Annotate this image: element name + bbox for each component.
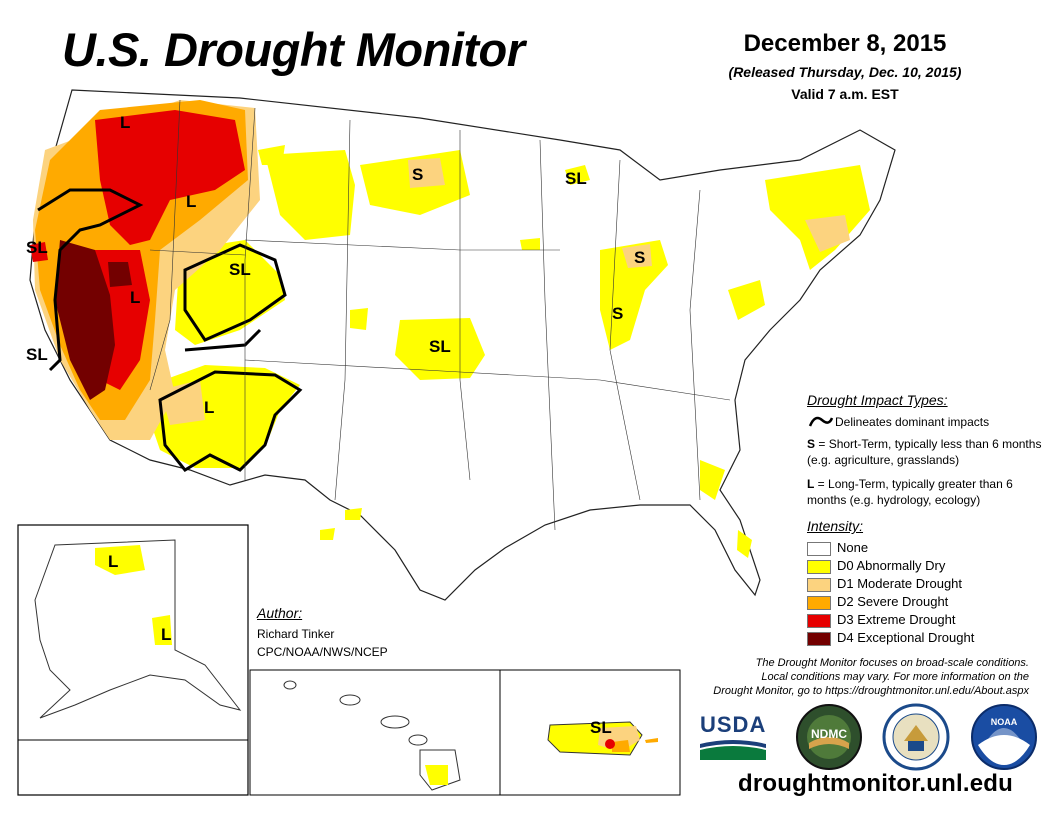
short-term-desc: S = Short-Term, typically less than 6 mo…: [807, 436, 1047, 468]
long-term-text: = Long-Term, typically greater than 6 mo…: [807, 477, 1013, 507]
author-org: CPC/NOAA/NWS/NCEP: [257, 645, 388, 659]
intensity-row-d3: D3 Extreme Drought: [807, 612, 956, 628]
label-sl-nor-cal: SL: [26, 238, 48, 257]
intensity-row-d0: D0 Abnormally Dry: [807, 558, 945, 574]
page-title: U.S. Drought Monitor: [62, 23, 525, 76]
intensity-label-d1: D1 Moderate Drought: [837, 576, 963, 591]
label-puerto-rico: SL: [590, 718, 612, 737]
label-southwest: L: [204, 398, 215, 417]
state-borders: [149, 99, 731, 531]
intensity-row-d4: D4 Exceptional Drought: [807, 630, 974, 646]
intensity-label-d0: D0 Abnormally Dry: [837, 558, 946, 573]
d0-areas: [148, 145, 870, 558]
footer-note-line1: The Drought Monitor focuses on broad-sca…: [755, 657, 1029, 669]
swatch-d4: [807, 631, 831, 646]
ndmc-logo-text: NDMC: [811, 727, 847, 741]
alaska-outline: [34, 539, 242, 719]
site-url[interactable]: droughtmonitor.unl.edu: [738, 770, 1014, 797]
noaa-logo-text: NOAA: [990, 717, 1018, 727]
label-sl-upper-mi: SL: [565, 169, 587, 188]
footer-note: The Drought Monitor focuses on broad-sca…: [664, 656, 1029, 698]
noaa-logo: NOAA: [970, 703, 1038, 776]
label-alaska-east: L: [161, 625, 172, 644]
footer-note-line2: Local conditions may vary. For more info…: [761, 671, 1029, 683]
label-michigan: S: [634, 248, 646, 267]
short-term-key: S: [807, 437, 816, 451]
label-sl-utah: SL: [229, 260, 251, 279]
usda-logo-text: USDA: [700, 712, 767, 737]
usda-logo: USDA: [700, 712, 770, 762]
valid-time: Valid 7 a.m. EST: [791, 86, 899, 102]
label-sl-kansas: SL: [429, 337, 451, 356]
ndmc-logo: NDMC: [795, 703, 863, 776]
delineates-line-icon: [808, 416, 834, 427]
map-date: December 8, 2015: [743, 30, 947, 57]
footer-note-line3[interactable]: Drought Monitor, go to https://droughtmo…: [713, 685, 1029, 697]
swatch-none: [807, 541, 831, 556]
label-central-cal: L: [130, 288, 141, 307]
impact-types-heading: Drought Impact Types:: [807, 392, 948, 408]
d4-areas: [55, 240, 132, 400]
usda-logo-mark: [700, 740, 766, 760]
author-heading: Author:: [257, 605, 303, 621]
release-date: (Released Thursday, Dec. 10, 2015): [728, 64, 962, 80]
long-term-key: L: [807, 477, 815, 491]
label-idaho: L: [186, 192, 197, 211]
author-name: Richard Tinker: [257, 627, 335, 641]
intensity-row-d1: D1 Moderate Drought: [807, 576, 962, 592]
intensity-heading: Intensity:: [807, 518, 864, 534]
short-term-text: = Short-Term, typically less than 6 mont…: [807, 437, 1042, 467]
swatch-d1: [807, 577, 831, 592]
intensity-row-d2: D2 Severe Drought: [807, 594, 948, 610]
intensity-label-d2: D2 Severe Drought: [837, 594, 949, 609]
long-term-desc: L = Long-Term, typically greater than 6 …: [807, 476, 1047, 508]
swatch-d3: [807, 613, 831, 628]
label-indiana: S: [612, 304, 624, 323]
swatch-d0: [807, 559, 831, 574]
intensity-label-d4: D4 Exceptional Drought: [837, 630, 975, 645]
label-pnw: L: [120, 113, 131, 132]
noaa-logo-seal: [971, 704, 1037, 770]
intensity-row-none: None: [807, 540, 868, 556]
intensity-label-d3: D3 Extreme Drought: [837, 612, 956, 627]
swatch-d2: [807, 595, 831, 610]
label-alaska-north: L: [108, 552, 119, 571]
label-sl-so-cal: SL: [26, 345, 48, 364]
delineates-text: Delineates dominant impacts: [835, 415, 990, 429]
ndmc-logo-seal: [796, 704, 862, 770]
label-dakota: S: [412, 165, 424, 184]
intensity-label-none: None: [837, 540, 869, 555]
commerce-logo: [882, 703, 950, 776]
